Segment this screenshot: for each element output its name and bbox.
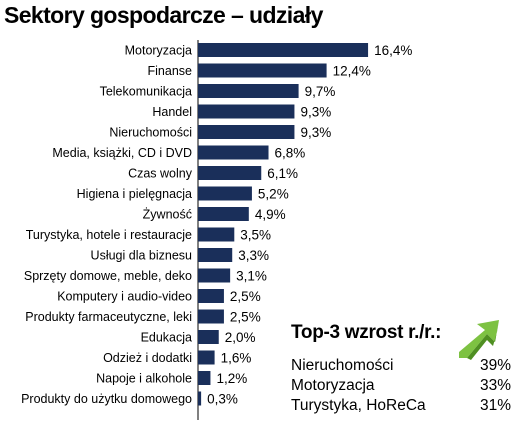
value-label: 3,5% <box>240 228 271 243</box>
value-label: 9,3% <box>300 125 331 140</box>
value-label: 2,5% <box>230 310 261 325</box>
category-label: Napoje i alkohole <box>96 372 192 386</box>
category-label: Handel <box>152 105 192 119</box>
bar <box>198 104 295 119</box>
category-label: Nieruchomości <box>109 126 192 140</box>
bar <box>198 330 219 344</box>
bar <box>198 268 231 283</box>
top3-label: Nieruchomości <box>291 357 394 374</box>
bar <box>198 207 249 221</box>
value-label: 9,3% <box>300 105 331 120</box>
bar <box>198 84 299 98</box>
value-label: 6,1% <box>267 166 298 181</box>
top3-value: 39% <box>479 357 511 374</box>
bar <box>198 289 224 303</box>
value-label: 16,4% <box>374 43 412 58</box>
category-label: Sprzęty domowe, meble, deko <box>24 269 192 283</box>
bar <box>198 248 233 262</box>
bar <box>198 43 369 57</box>
category-label: Finanse <box>148 64 193 78</box>
value-label: 1,6% <box>221 351 252 366</box>
bar <box>198 371 211 385</box>
category-label: Edukacja <box>141 331 192 345</box>
value-label: 9,7% <box>305 84 336 99</box>
value-label: 2,5% <box>230 289 261 304</box>
value-label: 5,2% <box>258 187 289 202</box>
page-title: Sektory gospodarcze – udziały <box>4 2 323 28</box>
category-label: Odzież i dodatki <box>103 351 192 365</box>
value-label: 3,1% <box>236 269 267 284</box>
category-label: Produkty farmaceutyczne, leki <box>25 310 192 324</box>
category-label: Higiena i pielęgnacja <box>77 187 192 201</box>
category-label: Czas wolny <box>128 167 193 181</box>
value-label: 2,0% <box>225 330 256 345</box>
top3-value: 33% <box>479 377 511 394</box>
bar <box>198 145 269 160</box>
category-label: Produkty do użytku domowego <box>21 392 192 406</box>
value-label: 4,9% <box>255 207 286 222</box>
bar <box>198 186 252 201</box>
value-label: 6,8% <box>275 146 306 161</box>
bar <box>198 63 327 78</box>
bar <box>198 166 262 180</box>
top3-row: Turystyka, HoReCa 31% <box>291 396 511 416</box>
bar <box>198 125 295 139</box>
category-label: Usługi dla biznesu <box>91 249 192 263</box>
top3-label: Motoryzacja <box>291 377 375 394</box>
value-label: 3,3% <box>238 248 269 263</box>
top3-list: Nieruchomości 39% Motoryzacja 33% Turystyka,… <box>291 356 511 416</box>
value-label: 1,2% <box>216 371 247 386</box>
top3-value: 31% <box>479 397 511 414</box>
category-label: Komputery i audio-video <box>57 290 192 304</box>
green-arrow-icon <box>459 320 499 360</box>
category-label: Telekomunikacja <box>100 85 192 99</box>
category-label: Turystyka, hotele i restauracje <box>26 228 192 242</box>
top3-panel: Top-3 wzrost r./r.: Nieruchomości 39% Moto… <box>291 318 511 414</box>
top3-title: Top-3 wzrost r./r.: <box>291 322 442 343</box>
value-label: 12,4% <box>333 64 371 79</box>
category-label: Żywność <box>143 208 192 222</box>
value-label: 0,3% <box>207 392 238 407</box>
top3-row: Nieruchomości 39% <box>291 356 511 376</box>
bar <box>198 309 224 324</box>
bar <box>198 350 215 365</box>
category-label: Motoryzacja <box>125 44 192 58</box>
top3-row: Motoryzacja 33% <box>291 376 511 396</box>
category-label: Media, książki, CD i DVD <box>52 146 192 160</box>
top3-label: Turystyka, HoReCa <box>291 397 426 414</box>
bar <box>198 227 235 242</box>
bar <box>198 391 202 406</box>
